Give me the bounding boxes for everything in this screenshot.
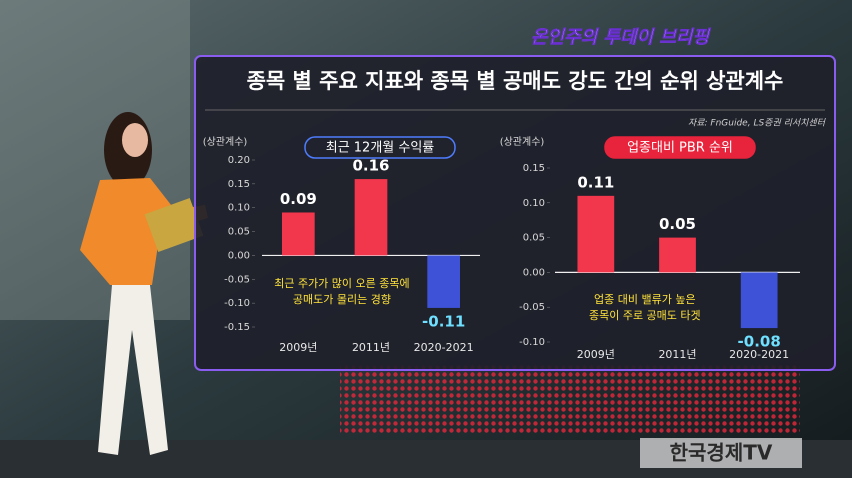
backdrop-buildings <box>0 0 190 320</box>
chart-title-box <box>604 136 756 159</box>
jacket <box>80 178 208 285</box>
y-tick-label: -0.05 <box>519 302 545 313</box>
source: 자료: FnGuide, LS증권 리서치센터 <box>688 118 826 129</box>
y-tick-label: 0.20 <box>228 155 250 166</box>
y-axis-label: (상관계수) <box>203 136 248 148</box>
y-tick-label: 0.05 <box>523 233 545 244</box>
show-title: 온인주의 투데이 브리핑 <box>531 27 712 48</box>
y-tick-label: 0.05 <box>228 227 250 238</box>
x-tick-label: 2009년 <box>577 348 615 361</box>
y-tick-label: 0.15 <box>523 163 545 174</box>
trousers <box>98 285 168 455</box>
channel-logo-box <box>640 438 802 468</box>
presenter <box>80 112 208 455</box>
x-tick-label: 2011년 <box>658 348 696 361</box>
y-tick-label: 0.10 <box>523 198 545 209</box>
chart-title: 업종대비 PBR 순위 <box>627 141 733 156</box>
chart-panel <box>194 55 836 371</box>
bar <box>659 237 696 273</box>
y-tick-label: 0.15 <box>228 179 250 190</box>
face <box>122 123 148 157</box>
annotation: 업종 대비 밸류가 높은 <box>594 293 696 306</box>
headline: 종목 별 주요 지표와 종목 별 공매도 강도 간의 순위 상관계수 <box>247 69 784 93</box>
x-tick-label: 2011년 <box>352 341 390 354</box>
annotation: 공매도가 몰리는 경향 <box>293 293 391 306</box>
value-label: -0.11 <box>422 312 465 330</box>
bar <box>740 272 778 329</box>
bar <box>427 255 461 308</box>
bar <box>577 195 615 273</box>
bar <box>354 179 388 256</box>
chart-title: 최근 12개월 수익률 <box>326 141 435 156</box>
annotation: 최근 주가가 많이 오른 종목에 <box>274 277 409 290</box>
bar <box>281 212 315 256</box>
value-label: -0.08 <box>738 333 781 351</box>
value-label: 0.16 <box>352 157 389 175</box>
value-label: 0.05 <box>659 215 696 233</box>
value-label: 0.11 <box>577 173 614 191</box>
y-tick-label: 0.00 <box>228 250 250 261</box>
value-label: 0.09 <box>280 190 317 208</box>
x-tick-label: 2009년 <box>279 341 317 354</box>
x-tick-label: 2020-2021 <box>729 348 789 361</box>
x-tick-label: 2020-2021 <box>414 341 474 354</box>
annotation: 종목이 주로 공매도 타겟 <box>589 309 701 322</box>
y-tick-label: 0.00 <box>523 267 545 278</box>
y-tick-label: -0.10 <box>224 298 250 309</box>
chart-title-box <box>304 136 456 159</box>
y-axis-label: (상관계수) <box>500 136 545 148</box>
y-tick-label: -0.05 <box>224 274 250 285</box>
y-tick-label: -0.15 <box>224 322 250 333</box>
channel-logo: 한국경제TV <box>670 441 773 465</box>
tablet <box>144 197 204 253</box>
led-wall <box>340 365 800 435</box>
y-tick-label: -0.10 <box>519 337 545 348</box>
y-tick-label: 0.10 <box>228 203 250 214</box>
